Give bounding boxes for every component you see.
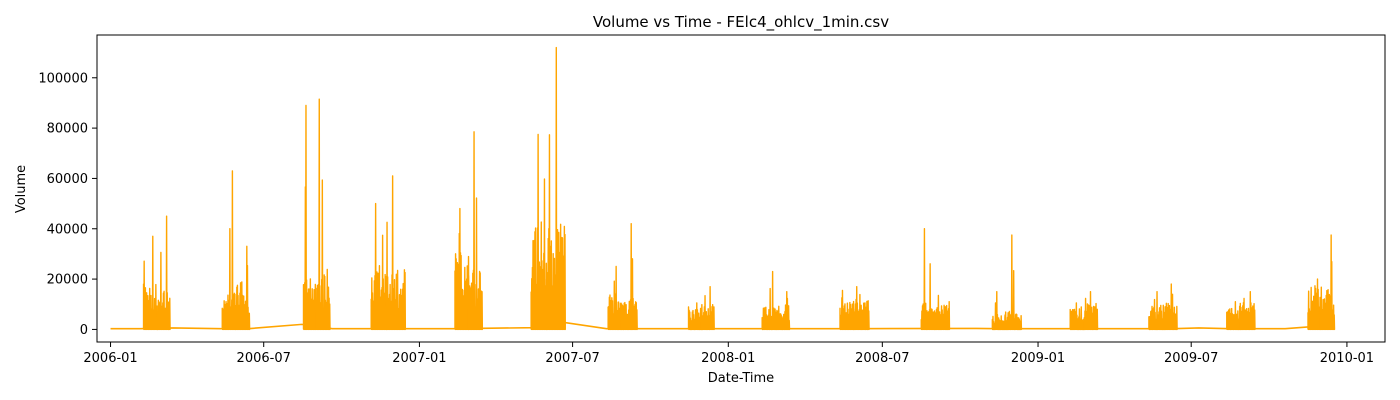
y-axis-label: Volume bbox=[14, 165, 29, 213]
volume-burst bbox=[302, 104, 317, 331]
volume-burst bbox=[1307, 278, 1322, 331]
volume-burst bbox=[1148, 290, 1165, 331]
x-tick-label: 2006-07 bbox=[237, 351, 291, 366]
volume-burst bbox=[454, 207, 470, 331]
volume-burst bbox=[1319, 234, 1336, 331]
volume-burst bbox=[991, 290, 1007, 331]
volume-burst bbox=[620, 223, 638, 331]
volume-burst bbox=[1226, 301, 1242, 331]
x-tick-label: 2006-01 bbox=[83, 351, 137, 366]
x-tick-label: 2009-01 bbox=[1011, 351, 1065, 366]
x-tick-label: 2007-07 bbox=[545, 351, 599, 366]
volume-series-baseline bbox=[110, 321, 1326, 330]
y-tick-label: 20000 bbox=[47, 273, 88, 288]
volume-burst bbox=[700, 285, 715, 331]
y-tick-label: 0 bbox=[80, 323, 88, 338]
volume-burst bbox=[920, 228, 935, 331]
volume-burst bbox=[1162, 283, 1178, 331]
volume-burst bbox=[315, 98, 331, 331]
x-tick-label: 2009-07 bbox=[1164, 351, 1218, 366]
x-tick-label: 2007-01 bbox=[392, 351, 446, 366]
plot-frame bbox=[96, 34, 1386, 343]
volume-burst bbox=[687, 302, 703, 331]
data-layer bbox=[110, 46, 1336, 331]
volume-burst bbox=[1004, 234, 1023, 331]
axes-layer: 0 20000 40000 60000 80000 100000 2006-01 2006-0… bbox=[38, 34, 1386, 366]
x-tick-label: 2010-01 bbox=[1320, 351, 1374, 366]
volume-burst bbox=[234, 245, 251, 331]
volume-burst bbox=[467, 131, 484, 331]
volume-burst bbox=[545, 46, 566, 331]
volume-burst bbox=[933, 294, 951, 331]
volume-burst bbox=[839, 289, 855, 331]
chart-title: Volume vs Time - FElc4_ohlcv_1min.csv bbox=[593, 13, 889, 32]
volume-burst bbox=[1083, 290, 1099, 331]
y-tick-label: 40000 bbox=[47, 222, 88, 237]
y-tick-label: 80000 bbox=[47, 122, 88, 137]
x-axis-label: Date-Time bbox=[708, 371, 774, 386]
volume-burst bbox=[607, 265, 623, 331]
volume-burst bbox=[761, 270, 777, 331]
volume-burst bbox=[530, 133, 548, 331]
x-tick-label: 2008-07 bbox=[855, 351, 909, 366]
volume-burst bbox=[221, 170, 236, 331]
volume-burst bbox=[385, 175, 407, 331]
volume-burst bbox=[852, 285, 870, 331]
y-tick-label: 60000 bbox=[47, 172, 88, 187]
volume-burst bbox=[370, 202, 388, 331]
y-tick-label: 100000 bbox=[38, 71, 88, 86]
x-tick-label: 2008-01 bbox=[701, 351, 755, 366]
volume-burst bbox=[156, 215, 171, 331]
volume-burst bbox=[142, 235, 159, 331]
volume-burst bbox=[775, 290, 791, 331]
volume-burst bbox=[1069, 302, 1085, 331]
volume-burst bbox=[1239, 290, 1256, 331]
